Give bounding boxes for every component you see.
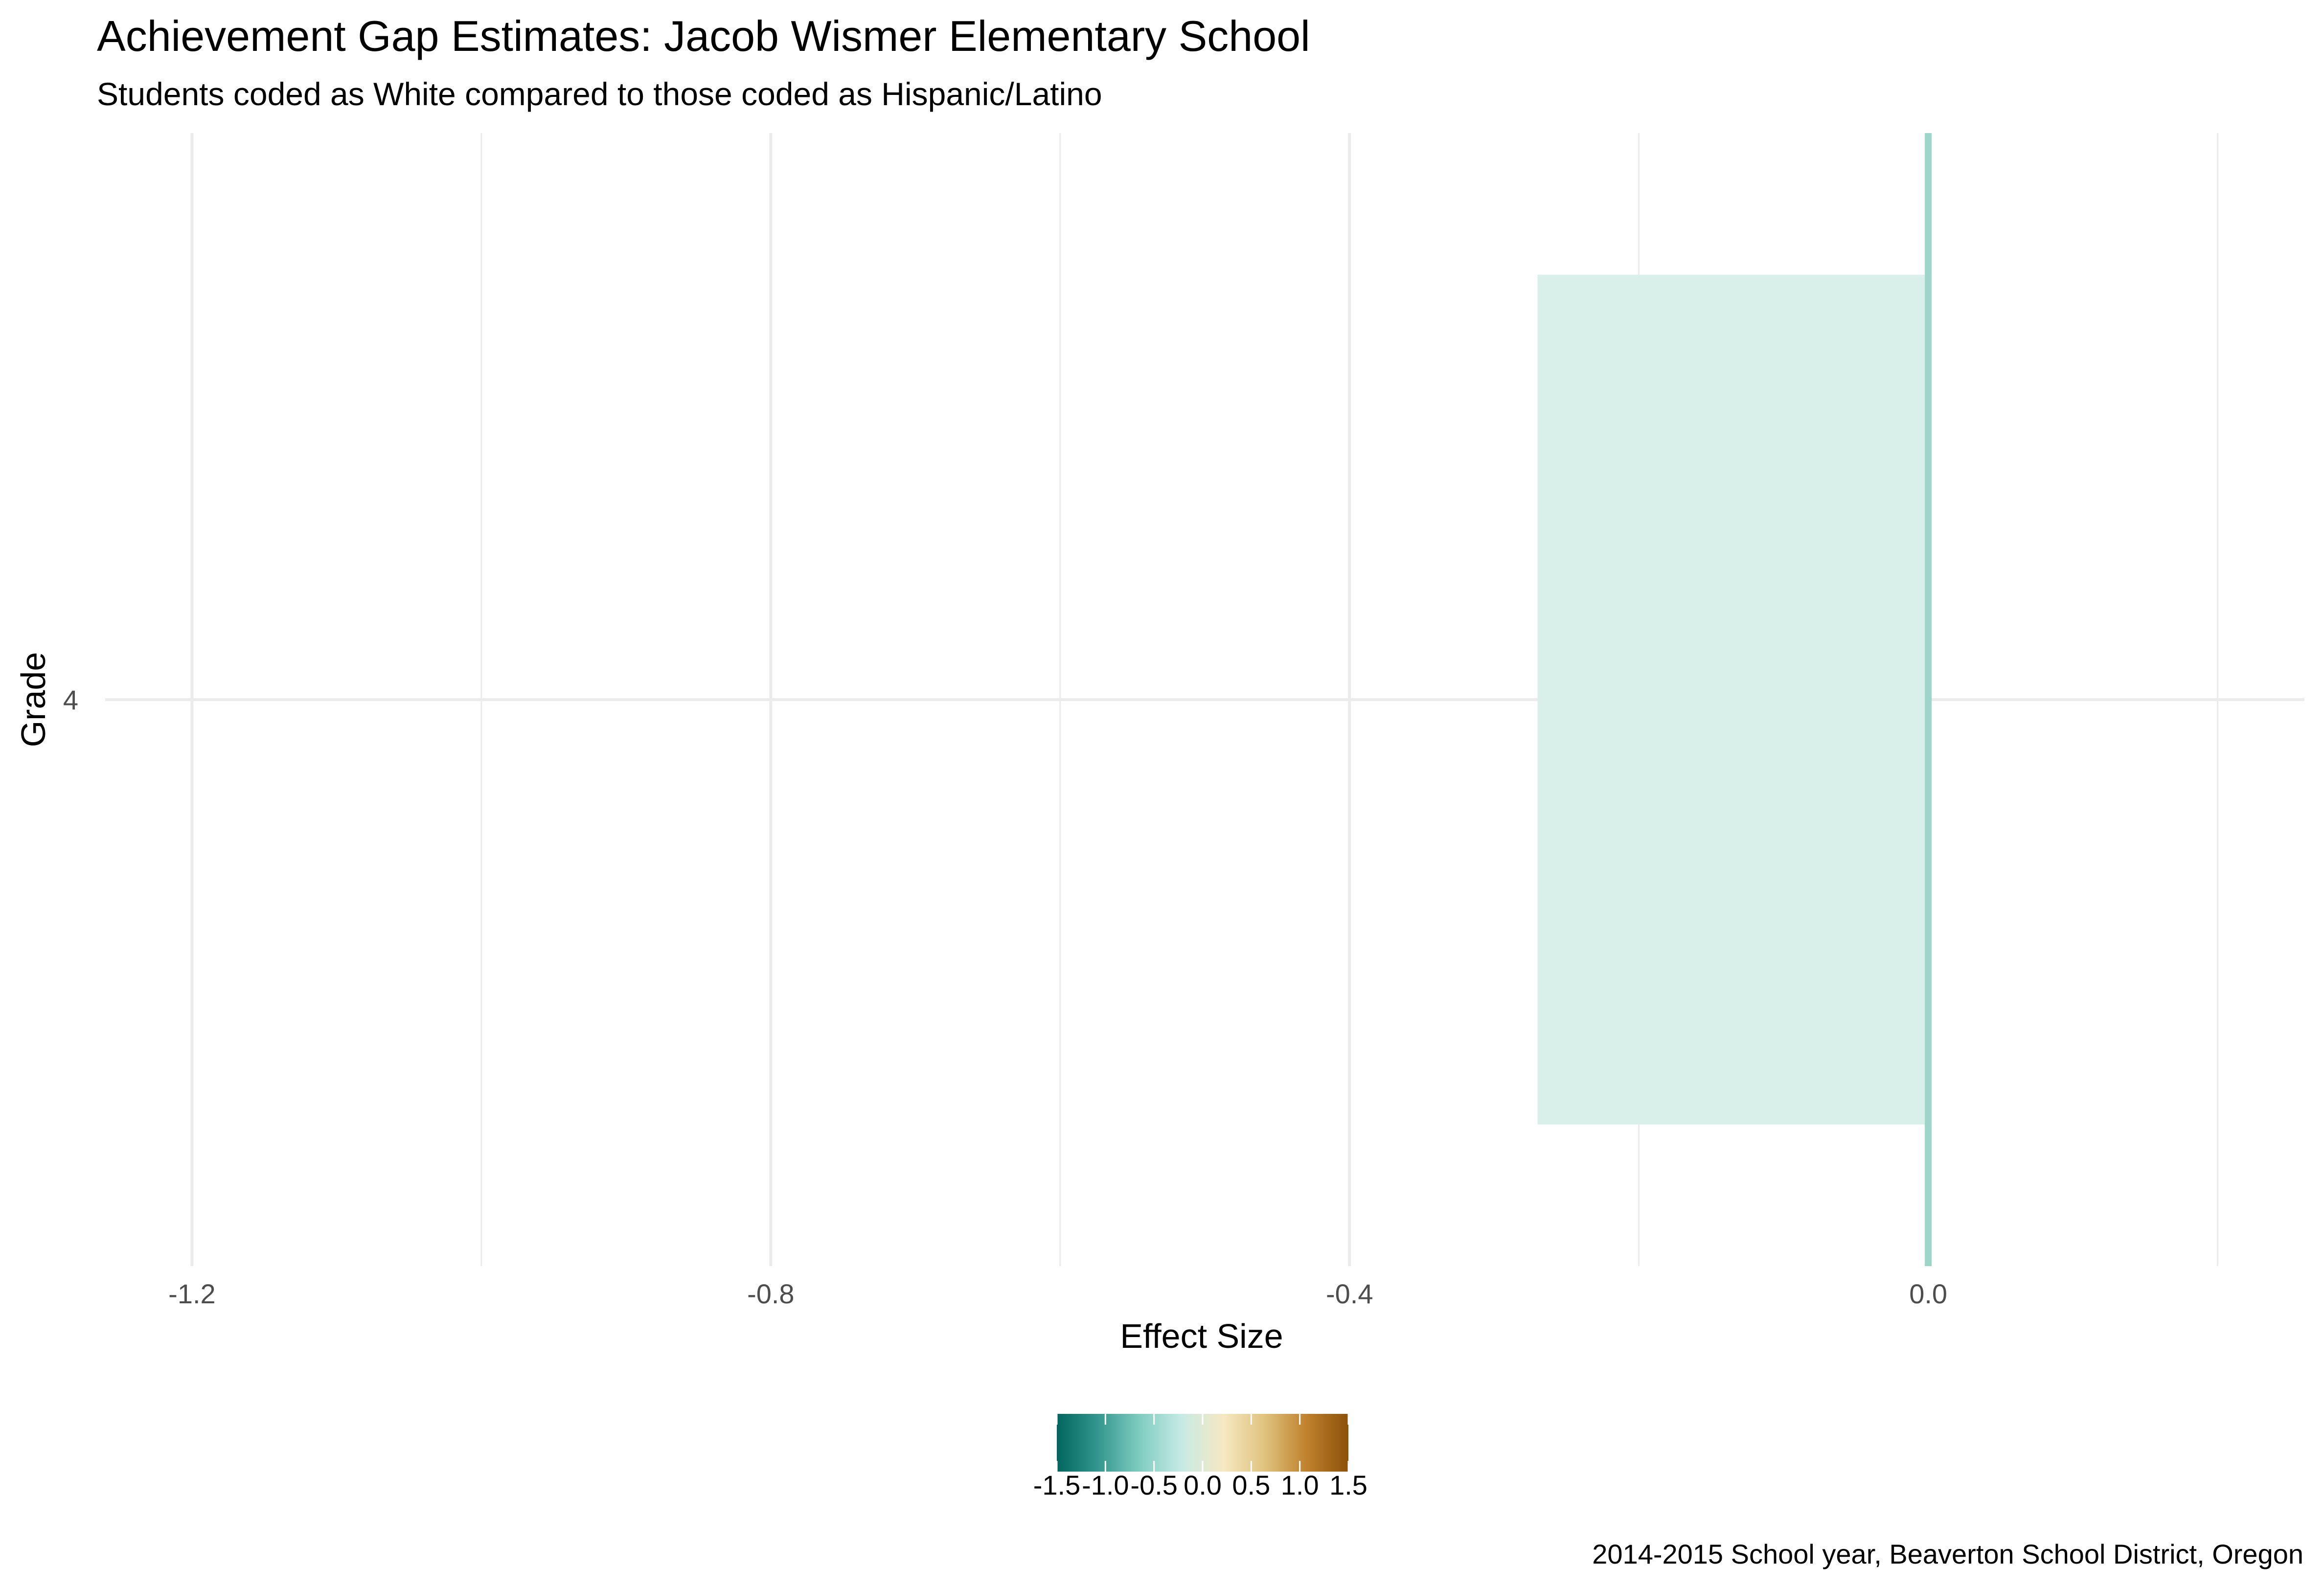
y-tick-label: 4 xyxy=(63,684,78,715)
legend-tick-label: 1.0 xyxy=(1281,1470,1319,1500)
y-axis-ticks: 4 xyxy=(63,684,78,715)
color-legend: -1.5 -1.0 -0.5 0.0 0.5 1.0 1.5 xyxy=(1033,1414,1367,1500)
legend-tick-label: -1.0 xyxy=(1082,1470,1129,1500)
x-tick-label: -0.8 xyxy=(747,1278,795,1309)
legend-tick-label: -0.5 xyxy=(1130,1470,1178,1500)
x-tick-label: 0.0 xyxy=(1909,1278,1947,1309)
x-tick-label: -0.4 xyxy=(1326,1278,1373,1309)
chart-subtitle: Students coded as White compared to thos… xyxy=(97,76,1102,112)
bars xyxy=(1537,274,1929,1125)
legend-tick-label: 0.5 xyxy=(1232,1470,1270,1500)
grid-lines xyxy=(105,133,2304,1266)
x-axis-ticks: -1.2 -0.8 -0.4 0.0 xyxy=(168,1278,1947,1309)
chart-title: Achievement Gap Estimates: Jacob Wismer … xyxy=(97,12,1310,60)
bar-grade-4 xyxy=(1537,274,1929,1125)
chart-caption: 2014-2015 School year, Beaverton School … xyxy=(1592,1539,2303,1569)
legend-tick-label: 0.0 xyxy=(1184,1470,1222,1500)
x-tick-label: -1.2 xyxy=(168,1278,216,1309)
legend-tick-label: -1.5 xyxy=(1033,1470,1081,1500)
y-axis-title: Grade xyxy=(14,652,52,748)
x-axis-title: Effect Size xyxy=(1120,1317,1283,1355)
legend-tick-label: 1.5 xyxy=(1329,1470,1367,1500)
